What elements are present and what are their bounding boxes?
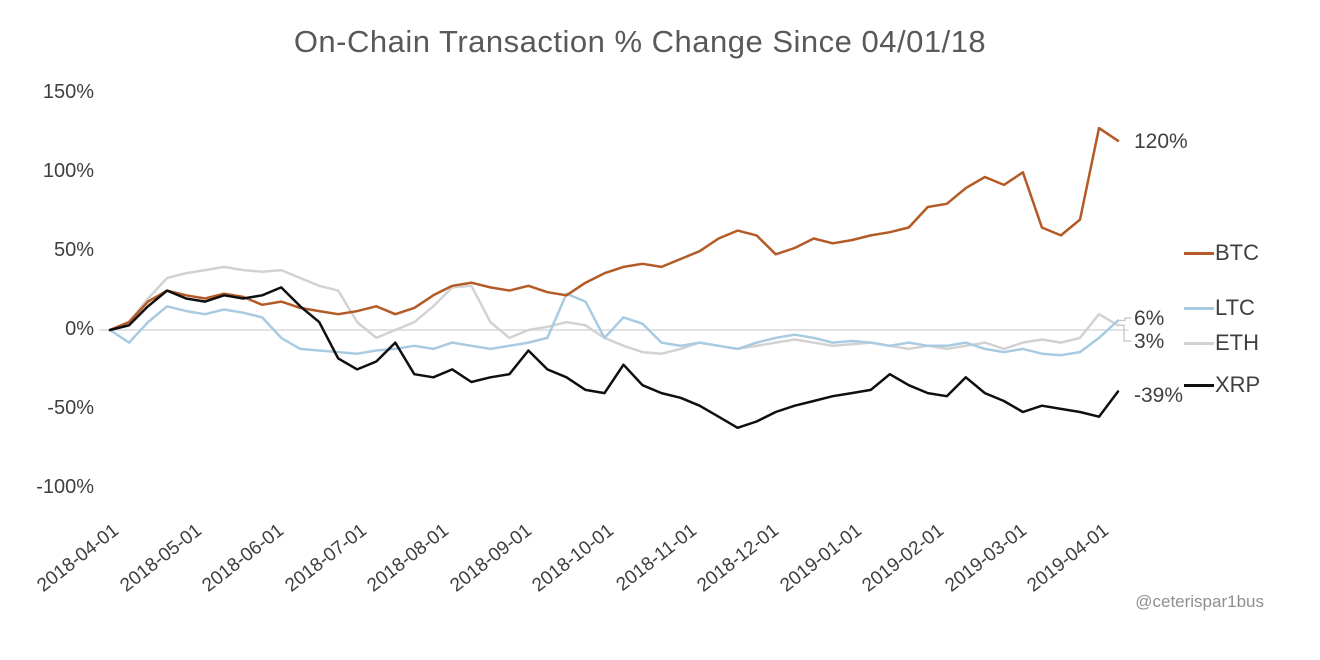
end-label-eth: 3%: [1134, 330, 1165, 353]
legend-label: LTC: [1215, 295, 1255, 320]
legend-swatch-ltc: [1184, 306, 1214, 310]
legend-label: ETH: [1215, 330, 1259, 355]
y-tick-label: 100%: [42, 160, 94, 183]
xrp-line: [108, 286, 1120, 430]
eth-label-connector: [1117, 324, 1132, 342]
ltc-label-connector: [1117, 317, 1132, 322]
y-tick-label: 150%: [42, 81, 94, 104]
legend-label: BTC: [1215, 240, 1259, 265]
watermark: @ceterispar1bus: [1135, 592, 1264, 611]
btc-line: [108, 126, 1120, 332]
y-tick-label: 0%: [65, 318, 94, 340]
legend-label: XRP: [1215, 372, 1261, 397]
y-tick-label: -100%: [36, 475, 94, 498]
eth-line: [108, 265, 1120, 355]
end-label-ltc: 6%: [1134, 307, 1165, 330]
legend-item-xrp: XRP: [1184, 372, 1260, 398]
legend-item-ltc: LTC: [1184, 295, 1255, 321]
legend-swatch-eth: [1184, 341, 1214, 345]
legend-swatch-xrp: [1184, 383, 1214, 387]
chart-title: On-Chain Transaction % Change Since 04/0…: [293, 24, 987, 59]
y-tick-label: 50%: [53, 239, 94, 262]
legend-item-eth: ETH: [1184, 330, 1259, 356]
legend-swatch-btc: [1184, 251, 1214, 255]
ltc-line: [108, 292, 1120, 357]
end-label-btc: 120%: [1134, 130, 1188, 153]
end-label-xrp: -39%: [1134, 384, 1184, 407]
legend-item-btc: BTC: [1184, 240, 1259, 266]
y-tick-label: -50%: [47, 396, 94, 419]
